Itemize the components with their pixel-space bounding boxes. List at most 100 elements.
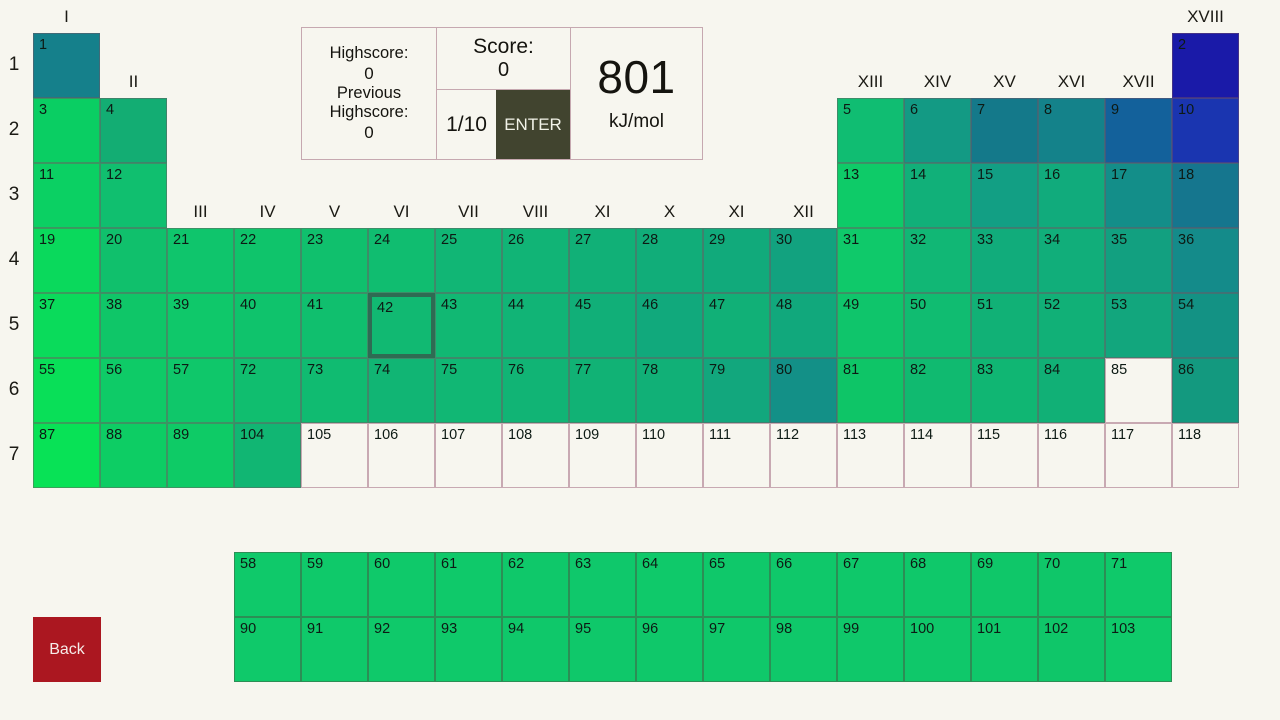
element-cell-51[interactable]: 51 [971, 293, 1038, 358]
element-cell-100[interactable]: 100 [904, 617, 971, 682]
element-cell-19[interactable]: 19 [33, 228, 100, 293]
element-cell-79[interactable]: 79 [703, 358, 770, 423]
element-cell-65[interactable]: 65 [703, 552, 770, 617]
element-cell-95[interactable]: 95 [569, 617, 636, 682]
element-cell-91[interactable]: 91 [301, 617, 368, 682]
element-cell-52[interactable]: 52 [1038, 293, 1105, 358]
element-cell-73[interactable]: 73 [301, 358, 368, 423]
element-cell-84[interactable]: 84 [1038, 358, 1105, 423]
element-cell-49[interactable]: 49 [837, 293, 904, 358]
back-button[interactable]: Back [33, 617, 101, 682]
element-cell-35[interactable]: 35 [1105, 228, 1172, 293]
element-cell-96[interactable]: 96 [636, 617, 703, 682]
element-cell-23[interactable]: 23 [301, 228, 368, 293]
element-cell-10[interactable]: 10 [1172, 98, 1239, 163]
element-cell-13[interactable]: 13 [837, 163, 904, 228]
element-cell-75[interactable]: 75 [435, 358, 502, 423]
element-cell-55[interactable]: 55 [33, 358, 100, 423]
element-cell-50[interactable]: 50 [904, 293, 971, 358]
element-cell-20[interactable]: 20 [100, 228, 167, 293]
element-cell-33[interactable]: 33 [971, 228, 1038, 293]
element-cell-48[interactable]: 48 [770, 293, 837, 358]
element-cell-85[interactable]: 85 [1105, 358, 1172, 423]
element-cell-106[interactable]: 106 [368, 423, 435, 488]
element-cell-15[interactable]: 15 [971, 163, 1038, 228]
element-cell-12[interactable]: 12 [100, 163, 167, 228]
element-cell-74[interactable]: 74 [368, 358, 435, 423]
element-cell-41[interactable]: 41 [301, 293, 368, 358]
element-cell-103[interactable]: 103 [1105, 617, 1172, 682]
element-cell-11[interactable]: 11 [33, 163, 100, 228]
element-cell-69[interactable]: 69 [971, 552, 1038, 617]
element-cell-5[interactable]: 5 [837, 98, 904, 163]
element-cell-108[interactable]: 108 [502, 423, 569, 488]
element-cell-97[interactable]: 97 [703, 617, 770, 682]
element-cell-67[interactable]: 67 [837, 552, 904, 617]
element-cell-42[interactable]: 42 [368, 293, 435, 358]
element-cell-114[interactable]: 114 [904, 423, 971, 488]
element-cell-76[interactable]: 76 [502, 358, 569, 423]
element-cell-8[interactable]: 8 [1038, 98, 1105, 163]
element-cell-66[interactable]: 66 [770, 552, 837, 617]
element-cell-57[interactable]: 57 [167, 358, 234, 423]
element-cell-30[interactable]: 30 [770, 228, 837, 293]
element-cell-26[interactable]: 26 [502, 228, 569, 293]
element-cell-110[interactable]: 110 [636, 423, 703, 488]
element-cell-88[interactable]: 88 [100, 423, 167, 488]
element-cell-59[interactable]: 59 [301, 552, 368, 617]
element-cell-109[interactable]: 109 [569, 423, 636, 488]
element-cell-14[interactable]: 14 [904, 163, 971, 228]
element-cell-40[interactable]: 40 [234, 293, 301, 358]
element-cell-7[interactable]: 7 [971, 98, 1038, 163]
element-cell-87[interactable]: 87 [33, 423, 100, 488]
element-cell-72[interactable]: 72 [234, 358, 301, 423]
element-cell-115[interactable]: 115 [971, 423, 1038, 488]
element-cell-46[interactable]: 46 [636, 293, 703, 358]
element-cell-105[interactable]: 105 [301, 423, 368, 488]
element-cell-117[interactable]: 117 [1105, 423, 1172, 488]
element-cell-99[interactable]: 99 [837, 617, 904, 682]
element-cell-47[interactable]: 47 [703, 293, 770, 358]
element-cell-78[interactable]: 78 [636, 358, 703, 423]
element-cell-56[interactable]: 56 [100, 358, 167, 423]
element-cell-32[interactable]: 32 [904, 228, 971, 293]
element-cell-77[interactable]: 77 [569, 358, 636, 423]
element-cell-53[interactable]: 53 [1105, 293, 1172, 358]
element-cell-38[interactable]: 38 [100, 293, 167, 358]
element-cell-39[interactable]: 39 [167, 293, 234, 358]
element-cell-93[interactable]: 93 [435, 617, 502, 682]
element-cell-27[interactable]: 27 [569, 228, 636, 293]
element-cell-61[interactable]: 61 [435, 552, 502, 617]
element-cell-36[interactable]: 36 [1172, 228, 1239, 293]
element-cell-16[interactable]: 16 [1038, 163, 1105, 228]
enter-button[interactable]: ENTER [496, 90, 570, 159]
element-cell-63[interactable]: 63 [569, 552, 636, 617]
element-cell-71[interactable]: 71 [1105, 552, 1172, 617]
element-cell-82[interactable]: 82 [904, 358, 971, 423]
element-cell-22[interactable]: 22 [234, 228, 301, 293]
element-cell-1[interactable]: 1 [33, 33, 100, 98]
element-cell-104[interactable]: 104 [234, 423, 301, 488]
element-cell-60[interactable]: 60 [368, 552, 435, 617]
element-cell-21[interactable]: 21 [167, 228, 234, 293]
element-cell-118[interactable]: 118 [1172, 423, 1239, 488]
element-cell-92[interactable]: 92 [368, 617, 435, 682]
element-cell-34[interactable]: 34 [1038, 228, 1105, 293]
element-cell-64[interactable]: 64 [636, 552, 703, 617]
element-cell-44[interactable]: 44 [502, 293, 569, 358]
element-cell-62[interactable]: 62 [502, 552, 569, 617]
element-cell-28[interactable]: 28 [636, 228, 703, 293]
element-cell-54[interactable]: 54 [1172, 293, 1239, 358]
element-cell-112[interactable]: 112 [770, 423, 837, 488]
element-cell-101[interactable]: 101 [971, 617, 1038, 682]
element-cell-2[interactable]: 2 [1172, 33, 1239, 98]
element-cell-29[interactable]: 29 [703, 228, 770, 293]
element-cell-70[interactable]: 70 [1038, 552, 1105, 617]
element-cell-37[interactable]: 37 [33, 293, 100, 358]
element-cell-25[interactable]: 25 [435, 228, 502, 293]
element-cell-6[interactable]: 6 [904, 98, 971, 163]
element-cell-111[interactable]: 111 [703, 423, 770, 488]
element-cell-107[interactable]: 107 [435, 423, 502, 488]
element-cell-98[interactable]: 98 [770, 617, 837, 682]
element-cell-24[interactable]: 24 [368, 228, 435, 293]
